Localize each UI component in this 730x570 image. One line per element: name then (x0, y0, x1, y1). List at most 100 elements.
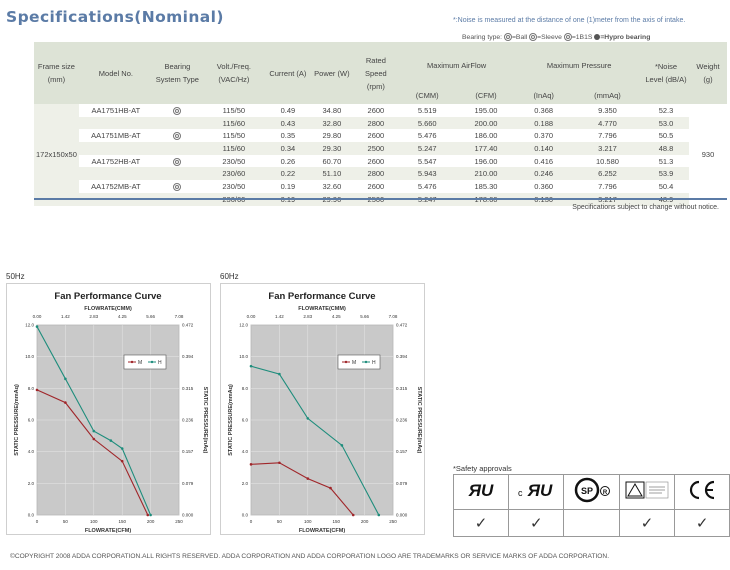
header-model: Model No. (78, 42, 153, 104)
chart-legend (337, 354, 381, 370)
chart-60hz-label: 60Hz (220, 272, 239, 281)
tuv-icon (625, 481, 669, 498)
data-point-m (64, 401, 67, 404)
volt-cell: 115/60 (201, 116, 266, 130)
top-tick-label: 5.66 (146, 314, 155, 319)
cul-check: ✓ (508, 509, 565, 537)
data-point-h (249, 364, 253, 368)
speed-cell: 2600 (367, 105, 385, 115)
chart-60hz-box: Fan Performance Curve FLOWRATE(CMM) 0.00 1.… (220, 283, 425, 535)
csa-mark: SP R (563, 474, 620, 510)
cmm-cell: 5.943 (397, 167, 457, 181)
check-icon: ✓ (529, 515, 543, 532)
data-point-h (35, 325, 39, 328)
model-cell: AA1752MB-AT (91, 181, 141, 191)
top-tick-label: 5.66 (360, 314, 369, 319)
noise-cell: 51.3 (658, 156, 674, 166)
inaq-cell: 0.368 (534, 105, 554, 115)
data-point-m (351, 513, 355, 517)
cfm-cell: 195.00 (474, 105, 498, 115)
check-icon: ✓ (640, 515, 654, 532)
y-right-tick-label: 0.394 (396, 354, 408, 359)
spec-table: Frame size (mm) Model No. Bearing System… (34, 42, 727, 206)
chart-50hz: Fan Performance Curve FLOWRATE(CMM) 0.00 1.… (14, 291, 208, 534)
x-tick-label: 100 (90, 519, 98, 524)
volt-cell: 115/60 (201, 142, 266, 155)
header-airflow-cfm: (CFM) (456, 88, 516, 104)
legend-label-m: M (352, 360, 356, 366)
model-cell: AA1751HB-AT (91, 105, 141, 115)
check-icon: ✓ (474, 515, 488, 532)
page-title: Specifications(Nominal) (6, 8, 224, 26)
model-cell (78, 116, 153, 130)
check-icon: ✓ (695, 515, 709, 532)
table-row: AA1752HB-AT 230/50 0.26 60.70 2600 5.547 196.0… (34, 155, 727, 168)
volt-cell: 230/50 (222, 156, 246, 166)
speed-cell: 2600 (367, 131, 385, 141)
y-tick-label: 8.0 (242, 386, 249, 391)
header-airflow-cmm: (CMM) (397, 88, 457, 104)
data-point-m (278, 461, 281, 465)
cul-recognized-icon: c ЯU (518, 481, 553, 500)
inaq-cell: 0.188 (515, 116, 572, 130)
cfm-cell: 185.30 (474, 181, 498, 191)
data-point-h (149, 513, 152, 517)
data-point-m (120, 459, 124, 463)
cmm-cell: 5.247 (397, 142, 457, 155)
x-tick-label: 150 (332, 519, 340, 524)
noise-cell: 53.0 (643, 116, 689, 130)
y-tick-label: 4.0 (28, 449, 35, 454)
data-point-m (249, 463, 253, 466)
inaq-cell: 0.246 (515, 167, 572, 181)
speed-cell: 2800 (353, 116, 398, 130)
power-cell: 60.70 (322, 156, 342, 166)
ball-bearing-icon (173, 106, 182, 115)
top-tick-label: 4.25 (332, 314, 341, 319)
x-axis-label: FLOWRATE(CFM) (85, 528, 131, 534)
top-tick-label: 1.42 (275, 314, 284, 319)
top-tick-label: 4.25 (118, 314, 127, 319)
y-tick-label: 2.0 (28, 481, 35, 486)
series-line-h (36, 326, 152, 516)
cfm-cell: 210.00 (456, 167, 516, 181)
current-cell: 0.43 (265, 116, 310, 130)
svg-text:ЯU: ЯU (468, 481, 494, 500)
y-right-tick-label: 0.394 (182, 354, 194, 359)
legend-label-h: H (158, 360, 162, 366)
table-row: AA1751MB-AT 115/50 0.35 29.80 2600 5.476 186.0… (34, 129, 727, 142)
ul-recognized-mark: ЯU (452, 474, 510, 510)
y-tick-label: 4.0 (242, 449, 249, 454)
bearing-legend-hypro: =Hypro bearing (600, 33, 651, 41)
y-right-tick-label: 0.315 (182, 386, 194, 391)
y-tick-label: 10.0 (239, 354, 248, 359)
cfm-cell: 177.40 (456, 142, 516, 155)
current-cell: 0.34 (265, 142, 310, 155)
ball-bearing-icon (173, 132, 182, 141)
csa-icon: SP R (574, 477, 610, 502)
current-cell: 0.22 (265, 167, 310, 181)
weight-cell: 930 (689, 104, 727, 206)
cmm-cell: 5.547 (417, 156, 437, 166)
y-right-tick-label: 0.315 (396, 386, 408, 391)
top-tick-label: 0.00 (33, 314, 42, 319)
model-cell: AA1752HB-AT (91, 156, 141, 166)
mmaq-cell: 6.252 (571, 167, 643, 181)
y-right-tick-label: 0.236 (396, 418, 408, 423)
header-volt: Volt./Freq. (VAC/Hz) (201, 42, 266, 104)
cfm-cell: 186.00 (474, 131, 498, 141)
header-pressure: Maximum Pressure (515, 42, 643, 88)
top-axis-title: FLOWRATE(CMM) (84, 306, 132, 312)
y-right-tick-label: 0.472 (182, 323, 194, 328)
model-cell (78, 167, 153, 181)
legend-marker-h (364, 360, 368, 364)
speed-cell: 2600 (367, 156, 385, 166)
safety-table: ЯU c ЯU SP R (452, 474, 730, 537)
y-tick-label: 12.0 (239, 323, 248, 328)
bearing-cell (153, 129, 202, 142)
header-airflow: Maximum AirFlow (397, 42, 516, 88)
y-right-tick-label: 0.236 (182, 418, 194, 423)
x-tick-label: 50 (63, 519, 69, 524)
current-cell: 0.26 (280, 156, 296, 166)
y-right-tick-label: 0.079 (396, 481, 408, 486)
bearing-cell (152, 167, 202, 181)
